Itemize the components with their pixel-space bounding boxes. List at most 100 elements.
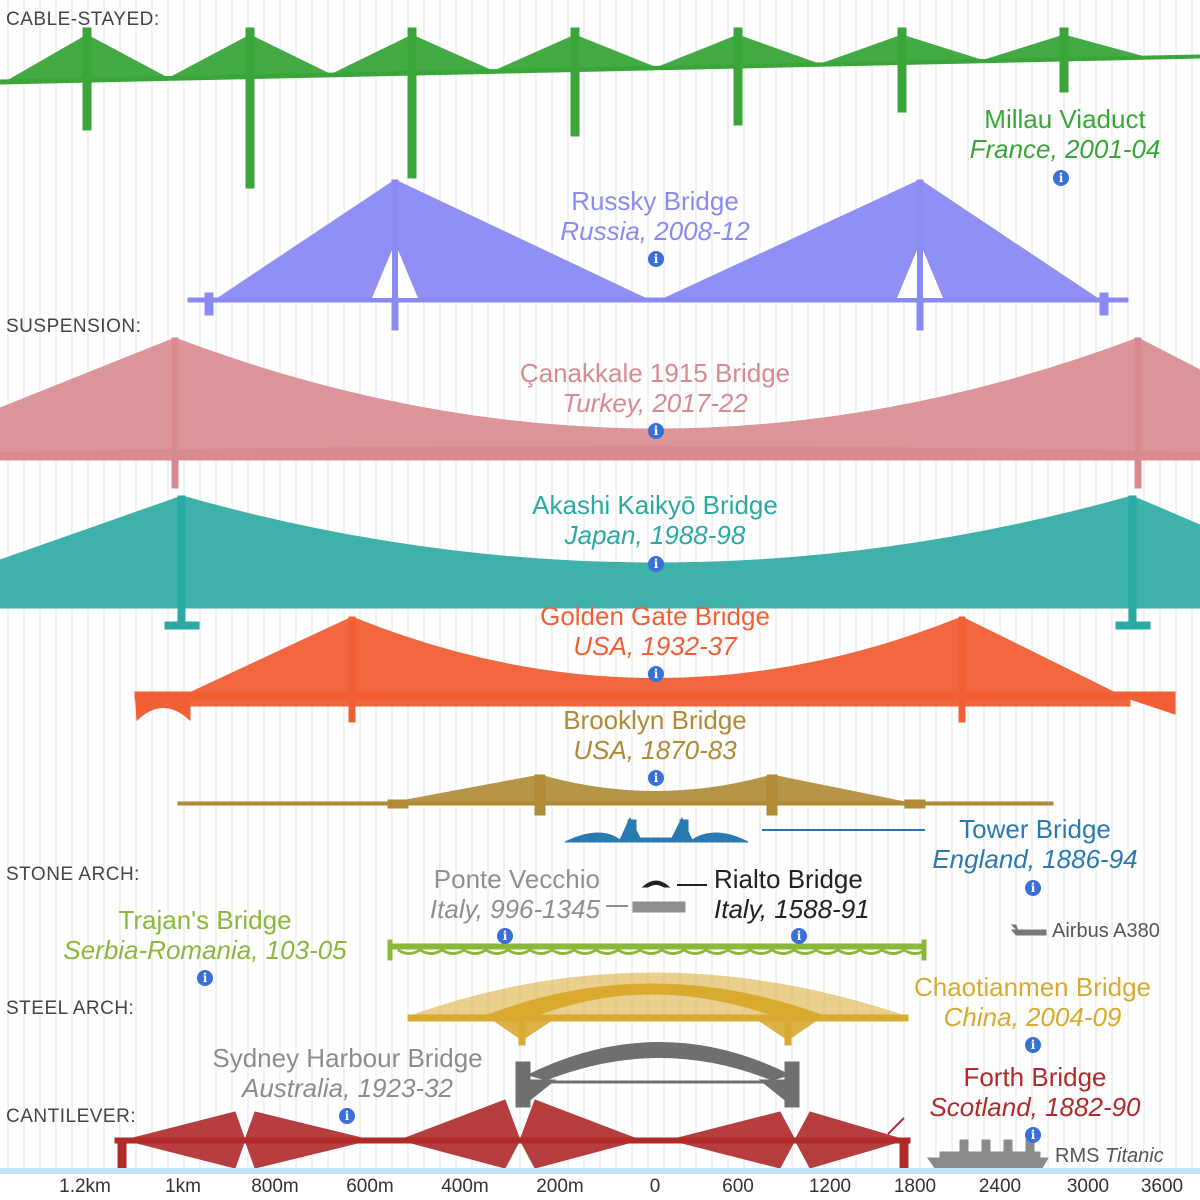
trajan-label: Trajan's Bridge Serbia-Romania, 103-05 [40,905,370,965]
airbus-label: Airbus A380 [1052,920,1160,942]
sydney-sub: Australia, 1923-32 [241,1073,454,1103]
golden-gate-bridge-shape [134,616,1176,723]
titanic-name: Titanic [1105,1145,1164,1167]
akashi-info-icon[interactable]: i [648,556,664,572]
canakkale-bridge-shape [0,337,1200,489]
trajan-arch [881,948,905,955]
titanic-silhouette [927,1139,1049,1169]
axis-tick-feet: 2400 [978,1176,1022,1197]
titanic-prefix: RMS [1055,1145,1105,1167]
forth-name: Forth Bridge [963,1062,1107,1092]
trajan-arch [859,948,883,955]
ponte-vecchio-info-icon[interactable]: i [497,928,513,944]
millau-viaduct-shape [0,27,1200,189]
chaotianmen-bridge-shape [407,972,909,1046]
ponte-vecchio-name: Ponte Vecchio [433,864,600,894]
rialto-name: Rialto Bridge [714,864,863,894]
trajan-arch [595,948,619,955]
forth-sub: Scotland, 1882-90 [929,1092,1141,1122]
trajan-arch [749,948,773,955]
chaotianmen-info-icon[interactable]: i [1025,1037,1041,1053]
tower-info-icon[interactable]: i [1025,880,1041,896]
tower-name: Tower Bridge [959,814,1111,844]
trajan-arch [573,948,597,955]
canakkale-sub: Turkey, 2017-22 [562,388,748,418]
canakkale-deck [0,446,1200,460]
ponte-vecchio-label: Ponte Vecchio Italy, 996-1345 [380,864,600,924]
trajan-arch [617,948,641,955]
millau-info-icon[interactable]: i [1053,170,1069,186]
trajan-arch [419,948,443,955]
russky-bridge-shape [187,179,1129,331]
golden-gate-info-icon[interactable]: i [648,666,664,682]
sydney-name: Sydney Harbour Bridge [212,1043,483,1073]
tower-bridge-shape [564,816,925,843]
trajan-arch [683,948,707,955]
brooklyn-label: Brooklyn Bridge USA, 1870-83 [505,705,805,765]
golden-gate-label: Golden Gate Bridge USA, 1932-37 [480,601,830,661]
russky-name: Russky Bridge [571,186,739,216]
trajan-arch [463,948,487,955]
akashi-sub: Japan, 1988-98 [564,520,746,550]
trajan-arch [903,948,927,955]
akashi-name: Akashi Kaikyō Bridge [532,490,778,520]
akashi-bridge-shape [0,495,1200,630]
category-steel-arch: STEEL ARCH: [6,998,135,1019]
millau-label: Millau Viaduct France, 2001-04 [930,104,1200,164]
trajan-arch [507,948,531,955]
trajan-arch [705,948,729,955]
trajan-arch [397,948,421,955]
trajan-arch [793,948,817,955]
canakkale-info-icon[interactable]: i [648,423,664,439]
trajan-info-icon[interactable]: i [197,970,213,986]
millau-pylon [407,27,417,179]
axis-tick-meters: 0 [649,1176,661,1197]
brooklyn-name: Brooklyn Bridge [563,705,747,735]
sydney-info-icon[interactable]: i [339,1108,355,1124]
russky-info-icon[interactable]: i [648,251,664,267]
trajan-arch [727,948,751,955]
category-cable-stayed: CABLE-STAYED: [6,9,160,30]
axis-tick-feet: 1800 [893,1176,937,1197]
trajan-arch [771,948,795,955]
millau-pylon [1059,27,1069,93]
trajan-arch [837,948,861,955]
airbus-a380-silhouette [1010,924,1047,936]
chaotianmen-sub: China, 2004-09 [943,1002,1122,1032]
rialto-bridge-shape [641,880,707,888]
axis-tick-meters: 1.2km [59,1176,111,1197]
trajan-arch [661,948,685,955]
golden-gate-sub: USA, 1932-37 [573,631,737,661]
russky-label: Russky Bridge Russia, 2008-12 [505,186,805,246]
trajan-arch [485,948,509,955]
canakkale-label: Çanakkale 1915 Bridge Turkey, 2017-22 [480,358,830,418]
brooklyn-bridge-shape [177,774,1054,816]
category-suspension: SUSPENSION: [6,316,142,337]
sydney-harbour-bridge-shape [515,1042,800,1108]
millau-sub: France, 2001-04 [969,134,1161,164]
axis-tick-meters: 600m [346,1176,394,1197]
golden-gate-name: Golden Gate Bridge [540,601,770,631]
chaotianmen-label: Chaotianmen Bridge China, 2004-09 [890,972,1175,1032]
sydney-label: Sydney Harbour Bridge Australia, 1923-32 [190,1043,505,1103]
millau-pylon [82,27,92,131]
axis-tick-feet: 3000 [1066,1176,1110,1197]
rialto-label: Rialto Bridge Italy, 1588-91 [714,864,914,924]
axis-tick-feet: 3600 [1140,1176,1184,1197]
trajan-arch [815,948,839,955]
rialto-info-icon[interactable]: i [791,928,807,944]
millau-pylon [733,27,743,126]
water-line [0,1168,1200,1174]
axis-tick-meters: 1km [165,1176,201,1197]
tower-sub: England, 1886-94 [932,844,1138,874]
trajan-arch [441,948,465,955]
forth-info-icon[interactable]: i [1025,1127,1041,1143]
ponte-vecchio-shape [606,901,686,913]
millau-pylon [245,27,255,189]
axis-tick-feet: 1200 [808,1176,852,1197]
forth-label: Forth Bridge Scotland, 1882-90 [905,1062,1165,1122]
brooklyn-info-icon[interactable]: i [648,770,664,786]
axis-tick-meters: 800m [251,1176,299,1197]
